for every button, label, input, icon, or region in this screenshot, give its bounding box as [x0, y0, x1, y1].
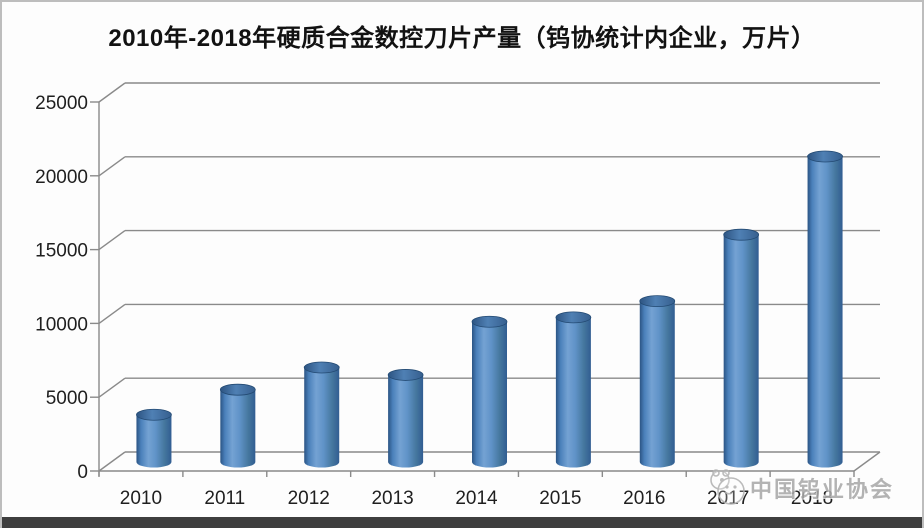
cylinder-bar-top [219, 383, 256, 396]
y-axis-tick-label: 10000 [35, 314, 88, 335]
x-axis-tick-label: 2017 [707, 488, 749, 509]
cylinder-bar-top [387, 369, 424, 381]
cylinder-bar [472, 321, 507, 468]
gridline-depth [98, 451, 126, 472]
cylinder-bar-top [639, 295, 676, 308]
cylinder-bar [304, 367, 340, 468]
y-axis-tick-label: 5000 [46, 388, 88, 409]
cylinder-bar-top [723, 228, 760, 241]
y-axis-tick-label: 25000 [35, 93, 88, 114]
x-axis-tick-label: 2013 [371, 488, 413, 509]
gridline-depth [98, 82, 126, 103]
cylinder-bar [807, 156, 843, 468]
x-axis-tick-label: 2015 [539, 488, 581, 509]
cylinder-bar [723, 234, 759, 468]
x-axis-tick-label: 2011 [204, 488, 245, 509]
cylinder-bar-top [555, 311, 592, 324]
cylinder-bar-top [136, 408, 172, 421]
chart-title: 2010年-2018年硬质合金数控刀片产量（钨协统计内企业，万片） [108, 25, 816, 52]
x-axis-tick-label: 2014 [455, 488, 498, 509]
gridline-depth [98, 230, 126, 251]
gridline-depth [98, 156, 126, 177]
cylinder-bar [388, 374, 424, 468]
x-axis-tick-label: 2018 [791, 488, 833, 509]
cylinder-bar [136, 414, 172, 468]
x-axis-tick-label: 2012 [288, 488, 330, 509]
x-axis-tick-label: 2016 [623, 488, 665, 509]
cylinder-bar-top [471, 315, 508, 328]
x-axis-tick-label: 2010 [120, 488, 162, 509]
gridline-depth [98, 303, 126, 324]
cylinder-bar [220, 389, 256, 468]
cylinder-bar-top [807, 150, 843, 163]
floor-right-edge [853, 451, 881, 472]
cylinder-bar-top [303, 361, 340, 374]
y-axis-tick-label: 15000 [35, 241, 88, 262]
cylinder-bar [555, 317, 591, 468]
cylinder-bar [639, 301, 675, 468]
bottom-bar [2, 517, 922, 528]
gridline-depth [98, 377, 126, 398]
y-axis-tick-label: 0 [77, 462, 88, 483]
y-axis-tick-label: 20000 [35, 167, 88, 188]
